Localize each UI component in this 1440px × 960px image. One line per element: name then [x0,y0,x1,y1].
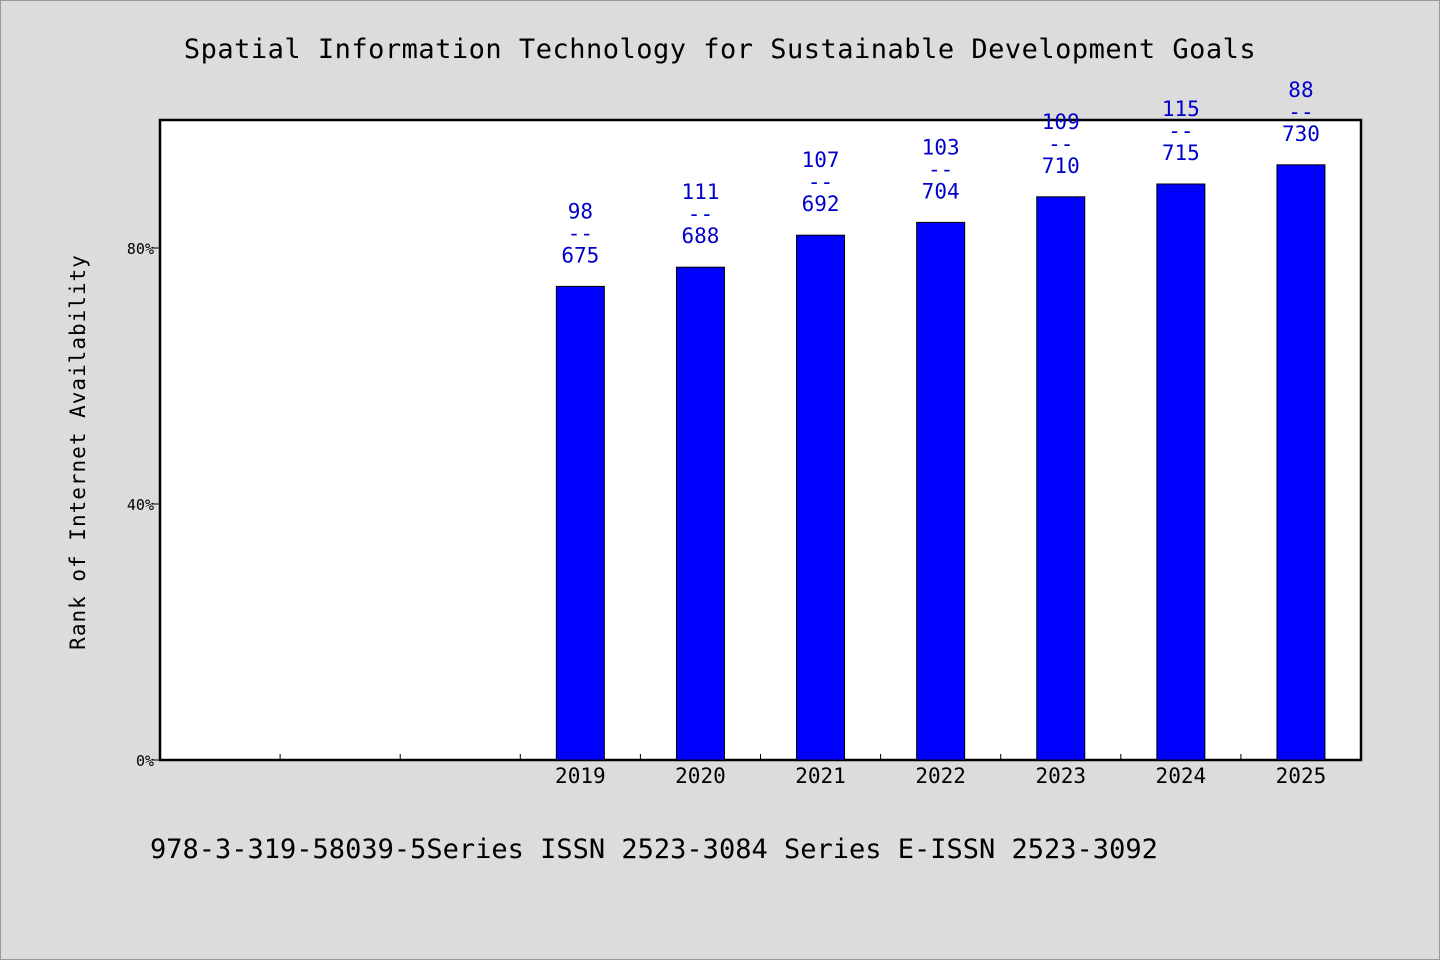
bar [1156,183,1206,761]
bar-value-label: 715 [1162,141,1200,165]
bar-value-label: 107 [802,148,840,172]
bar-value-label: 98 [568,199,593,223]
bar-value-label: -- [1168,119,1193,143]
bar [796,234,846,761]
x-tick-label: 2022 [915,764,966,788]
bar-value-label: 730 [1282,122,1320,146]
bar-value-label: -- [1048,132,1073,156]
bar-value-label: 688 [681,224,719,248]
bar-value-label: -- [808,170,833,194]
bar-value-label: 704 [922,179,960,203]
bar-value-label: -- [928,157,953,181]
bar-value-label: 109 [1042,110,1080,134]
x-tick-label: 2019 [555,764,606,788]
bar-value-label: 88 [1288,78,1313,102]
x-tick-label: 2024 [1156,764,1207,788]
y-tick-label: 80% [127,240,154,258]
x-tick-label: 2025 [1276,764,1327,788]
bar-value-label: -- [688,202,713,226]
y-tick-label: 0% [136,752,154,770]
bar [1276,164,1326,761]
bar-value-label: 103 [922,135,960,159]
x-tick-label: 2023 [1035,764,1086,788]
bar-value-label: -- [568,221,593,245]
bar-value-label: 710 [1042,154,1080,178]
bar-value-label: 111 [681,180,719,204]
y-tick-label: 40% [127,496,154,514]
bar [555,285,605,761]
bar-value-label: -- [1288,100,1313,124]
x-tick-label: 2020 [675,764,726,788]
chart-title: Spatial Information Technology for Susta… [183,34,1257,65]
bar [1036,196,1086,761]
bar-value-label: 675 [561,243,599,267]
bar [675,266,725,761]
x-tick-label: 2021 [795,764,846,788]
bar [916,221,966,761]
footer-isbn-text: 978-3-319-58039-5Series ISSN 2523-3084 S… [150,834,1158,865]
bar-value-label: 115 [1162,97,1200,121]
bar-value-label: 692 [802,192,840,216]
